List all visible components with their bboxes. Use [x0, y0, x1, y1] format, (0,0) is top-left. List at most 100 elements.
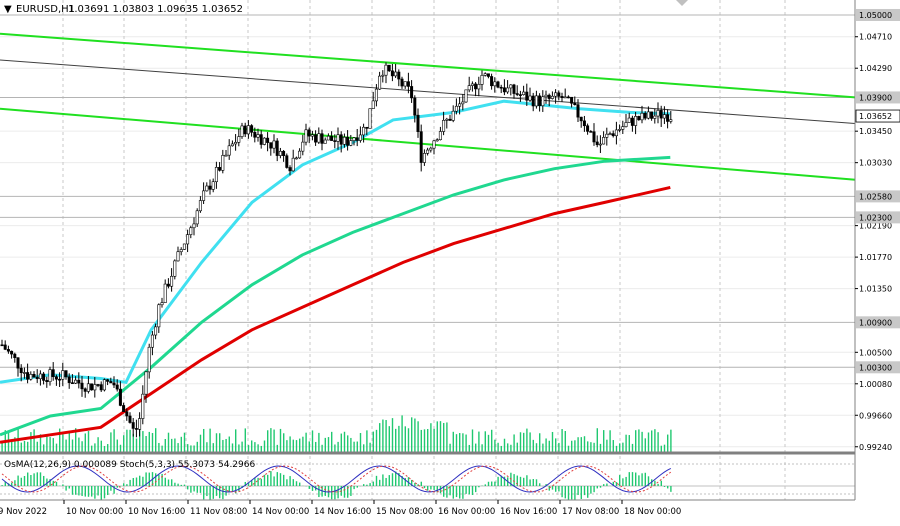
- volume-bar: [254, 442, 255, 452]
- volume-bar: [638, 429, 639, 452]
- volume-bar: [385, 420, 386, 452]
- candle-body: [42, 374, 44, 380]
- volume-bar: [104, 446, 105, 452]
- candle-body: [548, 95, 550, 98]
- osma-bar: [363, 484, 364, 486]
- level-tag-label: 1.05000: [859, 11, 892, 20]
- osma-bar: [574, 486, 575, 500]
- volume-bar: [81, 441, 82, 452]
- candle-body: [622, 127, 624, 130]
- candle-body: [526, 92, 528, 100]
- volume-bar: [251, 440, 252, 452]
- candle-body: [650, 112, 652, 119]
- price-tick-label: 1.03030: [859, 159, 892, 168]
- osma-bar: [344, 486, 345, 498]
- volume-bar: [120, 445, 121, 452]
- volume-bar: [312, 430, 313, 452]
- volume-bar: [126, 430, 127, 452]
- volume-bar: [216, 433, 217, 452]
- candle-body: [106, 380, 108, 382]
- osma-bar: [94, 486, 95, 499]
- volume-bar: [427, 429, 428, 452]
- candle-body: [484, 74, 486, 76]
- volume-bar: [193, 445, 194, 452]
- candle-body: [90, 384, 92, 390]
- time-tick-label: 10 Nov 16:00: [128, 507, 185, 517]
- volume-bar: [440, 421, 441, 452]
- osma-bar: [472, 486, 473, 495]
- candle-body: [122, 405, 124, 411]
- osma-bar: [632, 472, 633, 486]
- candle-body: [657, 110, 659, 116]
- volume-bar: [110, 432, 111, 452]
- volume-bar: [574, 440, 575, 452]
- volume-bar: [437, 421, 438, 452]
- osma-bar: [161, 474, 162, 486]
- candle-body: [590, 131, 592, 132]
- volume-bar: [161, 446, 162, 452]
- volume-bar: [597, 428, 598, 452]
- osma-bar: [670, 486, 671, 492]
- candle-body: [142, 394, 144, 418]
- volume-bar: [661, 446, 662, 452]
- volume-bar: [475, 444, 476, 452]
- volume-bar: [670, 430, 671, 452]
- candle-body: [417, 115, 419, 131]
- volume-bar: [184, 433, 185, 452]
- volume-bar: [123, 435, 124, 452]
- osma-bar: [520, 477, 521, 486]
- candle-body: [446, 119, 448, 120]
- candle-body: [394, 72, 396, 76]
- osma-bar: [385, 478, 386, 486]
- symbol-dropdown-icon[interactable]: ▼: [4, 4, 12, 15]
- candle-body: [36, 377, 38, 379]
- volume-bar: [622, 443, 623, 452]
- candle-body: [174, 261, 176, 276]
- candle-body: [222, 155, 224, 170]
- osma-bar: [53, 481, 54, 486]
- time-tick-label: 9 Nov 2022: [0, 507, 47, 517]
- osma-bar: [376, 476, 377, 486]
- current-price-label: 1.03652: [859, 112, 892, 121]
- volume-bar: [101, 441, 102, 452]
- osma-bar: [203, 486, 204, 499]
- candle-body: [350, 141, 352, 146]
- volume-bar: [549, 441, 550, 452]
- osma-bar: [222, 486, 223, 499]
- osma-bar: [133, 478, 134, 486]
- candle-body: [442, 120, 444, 131]
- volume-bar: [545, 438, 546, 452]
- osma-bar: [62, 484, 63, 486]
- osma-bar: [497, 477, 498, 486]
- osma-bar: [568, 486, 569, 500]
- osma-bar: [216, 486, 217, 496]
- osma-bar: [584, 486, 585, 495]
- level-tag-label: 1.00900: [859, 318, 892, 327]
- volume-bar: [494, 440, 495, 452]
- candle-body: [218, 167, 220, 170]
- osma-bar: [200, 486, 201, 493]
- candle-body: [593, 132, 595, 142]
- osma-bar: [219, 486, 220, 498]
- osma-bar: [187, 486, 188, 489]
- volume-bar: [667, 435, 668, 452]
- volume-bar: [497, 443, 498, 452]
- osma-bar: [14, 480, 15, 486]
- candle-body: [148, 347, 150, 372]
- osma-bar: [664, 486, 665, 487]
- candle-body: [471, 84, 473, 86]
- osma-bar: [117, 486, 118, 488]
- candle-body: [532, 96, 534, 106]
- candle-body: [20, 368, 22, 373]
- volume-bar: [97, 437, 98, 452]
- price-tick-label: 1.01350: [859, 285, 892, 294]
- candle-body: [302, 142, 304, 151]
- volume-bar: [344, 432, 345, 452]
- candle-body: [346, 137, 348, 145]
- volume-bar: [379, 423, 380, 452]
- osma-bar: [81, 486, 82, 496]
- candle-body: [158, 305, 160, 327]
- candle-body: [46, 380, 48, 381]
